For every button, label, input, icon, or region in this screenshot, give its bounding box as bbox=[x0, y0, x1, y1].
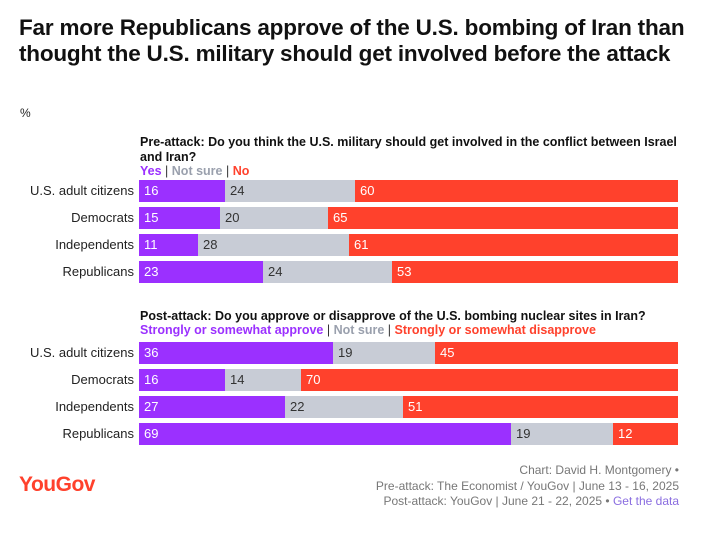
legend-yes: Yes bbox=[140, 164, 162, 178]
data-label: 24 bbox=[230, 183, 245, 198]
stacked-bar: 15 20 65 bbox=[139, 207, 678, 229]
legend-separator: | bbox=[387, 323, 392, 337]
yougov-logo: YouGov bbox=[19, 473, 95, 496]
stacked-bar: 11 28 61 bbox=[139, 234, 678, 256]
unit-label: % bbox=[20, 106, 31, 120]
bar-segment-no: 45 bbox=[435, 342, 678, 364]
legend-separator: | bbox=[326, 323, 331, 337]
legend-approve: Strongly or somewhat approve bbox=[140, 323, 324, 337]
bar-segment-no: 65 bbox=[328, 207, 678, 229]
bar-segment-no: 61 bbox=[349, 234, 678, 256]
bar-segment-yes: 23 bbox=[139, 261, 263, 283]
bar-segment-yes: 36 bbox=[139, 342, 333, 364]
stacked-bar: 27 22 51 bbox=[139, 396, 678, 418]
category-label: Independents bbox=[55, 399, 134, 414]
data-label: 51 bbox=[408, 399, 423, 414]
panel-2-question: Post-attack: Do you approve or disapprov… bbox=[140, 309, 646, 323]
data-label: 14 bbox=[230, 372, 245, 387]
bar-segment-no: 53 bbox=[392, 261, 678, 283]
bar-segment-no: 70 bbox=[301, 369, 678, 391]
data-label: 65 bbox=[333, 210, 348, 225]
chart-title: Far more Republicans approve of the U.S.… bbox=[19, 15, 685, 66]
data-label: 19 bbox=[516, 426, 531, 441]
bar-segment-yes: 27 bbox=[139, 396, 285, 418]
category-label: Democrats bbox=[71, 372, 134, 387]
bar-segment-not-sure: 19 bbox=[511, 423, 613, 445]
data-label: 22 bbox=[290, 399, 305, 414]
bar-segment-yes: 15 bbox=[139, 207, 220, 229]
data-label: 20 bbox=[225, 210, 240, 225]
data-label: 28 bbox=[203, 237, 218, 252]
credit-line: Chart: David H. Montgomery • bbox=[519, 463, 679, 477]
data-label: 24 bbox=[268, 264, 283, 279]
category-label: Republicans bbox=[62, 426, 134, 441]
legend-not-sure: Not sure bbox=[333, 323, 385, 337]
data-label: 27 bbox=[144, 399, 159, 414]
bar-segment-yes: 69 bbox=[139, 423, 511, 445]
post-attack-source-text: Post-attack: YouGov | June 21 - 22, 2025… bbox=[383, 494, 610, 508]
bar-segment-yes: 11 bbox=[139, 234, 198, 256]
bar-segment-yes: 16 bbox=[139, 369, 225, 391]
bar-segment-not-sure: 20 bbox=[220, 207, 328, 229]
legend-separator: | bbox=[165, 164, 169, 178]
pre-attack-source: Pre-attack: The Economist / YouGov | Jun… bbox=[375, 478, 679, 493]
stacked-bar: 23 24 53 bbox=[139, 261, 678, 283]
legend-separator: | bbox=[225, 164, 230, 178]
bar-segment-no: 12 bbox=[613, 423, 678, 445]
panel-1-legend: Yes | Not sure | No bbox=[140, 164, 249, 179]
stacked-bar: 16 14 70 bbox=[139, 369, 678, 391]
bar-segment-not-sure: 24 bbox=[263, 261, 392, 283]
bar-segment-no: 60 bbox=[355, 180, 678, 202]
data-label: 19 bbox=[338, 345, 353, 360]
legend-disapprove: Strongly or somewhat disapprove bbox=[394, 323, 596, 337]
bar-segment-not-sure: 22 bbox=[285, 396, 403, 418]
panel-1-question: Pre-attack: Do you think the U.S. milita… bbox=[140, 135, 677, 164]
bar-segment-not-sure: 14 bbox=[225, 369, 301, 391]
data-label: 36 bbox=[144, 345, 159, 360]
category-label: Democrats bbox=[71, 210, 134, 225]
bar-segment-not-sure: 19 bbox=[333, 342, 435, 364]
bar-segment-not-sure: 24 bbox=[225, 180, 355, 202]
bar-segment-yes: 16 bbox=[139, 180, 225, 202]
bar-segment-no: 51 bbox=[403, 396, 678, 418]
data-label: 12 bbox=[618, 426, 633, 441]
category-label: Republicans bbox=[62, 264, 134, 279]
bar-segment-not-sure: 28 bbox=[198, 234, 349, 256]
data-label: 53 bbox=[397, 264, 412, 279]
panel-2-legend: Strongly or somewhat approve | Not sure … bbox=[140, 323, 596, 338]
get-the-data-link[interactable]: Get the data bbox=[612, 494, 679, 508]
data-label: 60 bbox=[360, 183, 375, 198]
category-label: Independents bbox=[55, 237, 134, 252]
stacked-bar: 36 19 45 bbox=[139, 342, 678, 364]
data-label: 45 bbox=[440, 345, 455, 360]
legend-not-sure: Not sure bbox=[171, 164, 223, 178]
post-attack-source: Post-attack: YouGov | June 21 - 22, 2025… bbox=[376, 494, 679, 510]
data-label: 16 bbox=[144, 183, 159, 198]
data-label: 16 bbox=[144, 372, 159, 387]
data-label: 23 bbox=[144, 264, 159, 279]
data-label: 69 bbox=[144, 426, 159, 441]
category-label: U.S. adult citizens bbox=[29, 345, 134, 360]
data-label: 11 bbox=[144, 237, 158, 252]
stacked-bar: 16 24 60 bbox=[139, 180, 678, 202]
data-label: 70 bbox=[306, 372, 321, 387]
category-label: U.S. adult citizens bbox=[29, 183, 134, 198]
stacked-bar: 69 19 12 bbox=[139, 423, 678, 445]
data-label: 61 bbox=[354, 237, 369, 252]
legend-no: No bbox=[232, 164, 250, 178]
source-notes: Chart: David H. Montgomery • Pre-attack:… bbox=[376, 463, 679, 510]
data-label: 15 bbox=[144, 210, 159, 225]
